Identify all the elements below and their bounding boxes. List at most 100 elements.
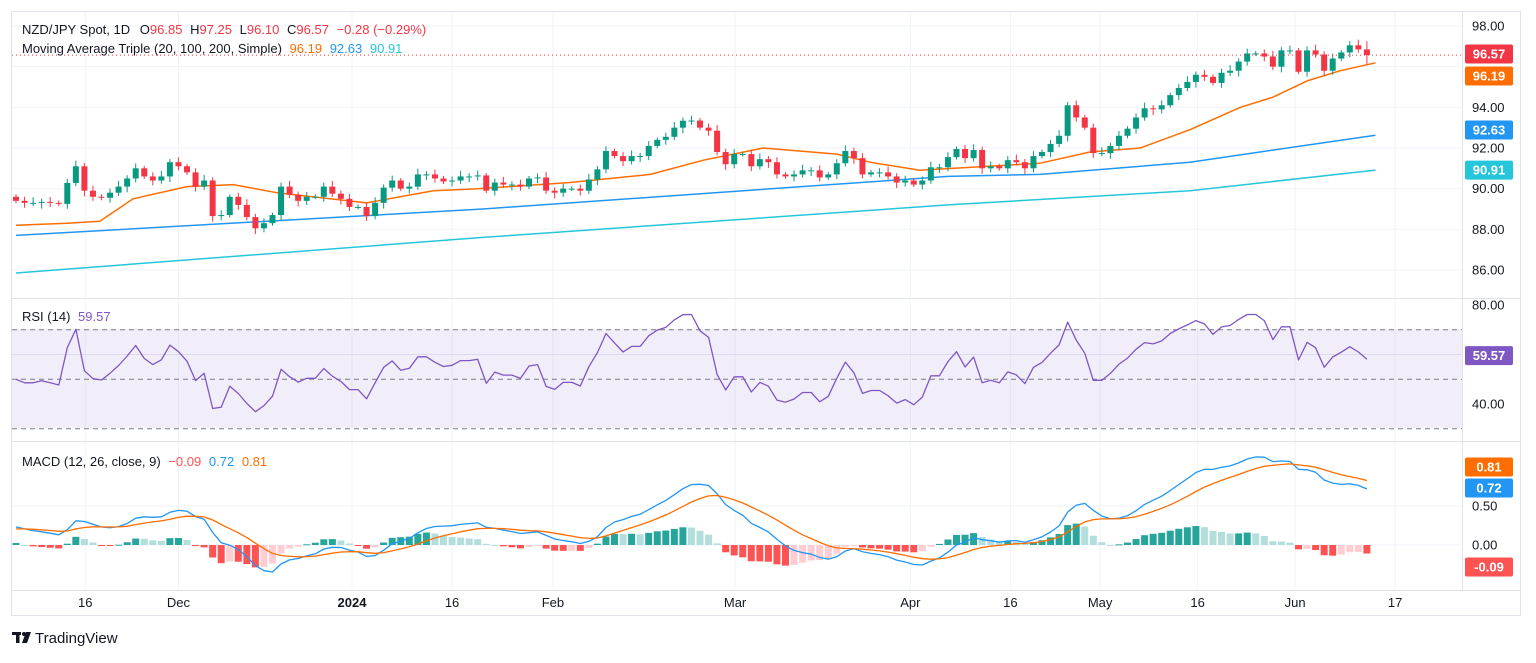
candle[interactable]: [243, 199, 250, 221]
price-axis[interactable]: 98.00 94.00 92.00 90.00 88.00 86.00 80.00 40.00…: [1472, 19, 1505, 553]
candle[interactable]: [714, 125, 721, 156]
candle[interactable]: [722, 148, 729, 170]
candle[interactable]: [842, 145, 849, 167]
candle[interactable]: [1004, 156, 1011, 174]
candle[interactable]: [1286, 45, 1293, 55]
candle[interactable]: [508, 181, 515, 191]
candle[interactable]: [397, 178, 404, 192]
candle[interactable]: [850, 147, 857, 164]
candle[interactable]: [372, 197, 379, 220]
candle[interactable]: [209, 177, 216, 222]
candle[interactable]: [337, 190, 344, 205]
candle[interactable]: [637, 152, 644, 162]
candle[interactable]: [833, 159, 840, 180]
candle[interactable]: [380, 184, 387, 209]
candle[interactable]: [987, 161, 994, 173]
candle[interactable]: [440, 176, 447, 184]
candle[interactable]: [560, 183, 567, 197]
candle[interactable]: [825, 171, 832, 180]
candle[interactable]: [1175, 83, 1182, 101]
tradingview-logo[interactable]: TradingView: [12, 630, 118, 647]
candle[interactable]: [1030, 151, 1037, 173]
candle[interactable]: [483, 172, 490, 194]
candle[interactable]: [107, 188, 114, 203]
candle[interactable]: [1013, 154, 1020, 166]
rsi-legend[interactable]: RSI (14) 59.57: [22, 309, 111, 324]
candle[interactable]: [739, 151, 746, 157]
candle[interactable]: [1329, 53, 1336, 75]
candle[interactable]: [269, 212, 276, 226]
candle[interactable]: [1210, 74, 1216, 86]
candle[interactable]: [13, 194, 19, 204]
candle[interactable]: [705, 123, 712, 136]
candle[interactable]: [979, 146, 986, 175]
ma-legend[interactable]: Moving Average Triple (20, 100, 200, Sim…: [22, 41, 402, 56]
candle[interactable]: [910, 178, 917, 188]
candle[interactable]: [184, 163, 190, 175]
candle[interactable]: [1167, 92, 1174, 108]
candle[interactable]: [1235, 58, 1242, 77]
candle[interactable]: [671, 121, 678, 141]
candle[interactable]: [1346, 41, 1353, 58]
candle[interactable]: [89, 185, 96, 201]
candle[interactable]: [1124, 126, 1131, 139]
candle[interactable]: [303, 191, 310, 205]
candle[interactable]: [346, 193, 353, 212]
candle[interactable]: [577, 184, 584, 196]
candle[interactable]: [808, 167, 815, 177]
candle[interactable]: [876, 168, 883, 178]
candle[interactable]: [226, 194, 233, 218]
candle[interactable]: [1133, 113, 1140, 134]
macd-legend[interactable]: MACD (12, 26, close, 9) −0.09 0.72 0.81: [22, 454, 267, 469]
candle[interactable]: [500, 176, 507, 188]
candle[interactable]: [585, 173, 592, 194]
candle[interactable]: [765, 155, 772, 168]
candle[interactable]: [260, 218, 267, 233]
candle[interactable]: [517, 179, 524, 191]
candle[interactable]: [816, 165, 823, 182]
candle[interactable]: [1158, 100, 1165, 114]
candle[interactable]: [1304, 46, 1311, 77]
candle[interactable]: [286, 180, 293, 198]
candle[interactable]: [526, 176, 532, 190]
candle[interactable]: [192, 168, 199, 192]
candle[interactable]: [235, 192, 242, 210]
candle[interactable]: [355, 204, 361, 210]
macd-pane[interactable]: [12, 456, 1371, 573]
candle[interactable]: [98, 194, 105, 201]
candle[interactable]: [278, 182, 285, 220]
candle[interactable]: [201, 174, 208, 190]
candle[interactable]: [996, 163, 1003, 171]
candle[interactable]: [791, 170, 798, 182]
candle[interactable]: [72, 160, 79, 187]
time-axis[interactable]: 16 Dec 2024 16 Feb Mar Apr 16 May 16 Jun 17: [78, 595, 1402, 610]
candle[interactable]: [1269, 50, 1276, 70]
candle[interactable]: [953, 146, 960, 160]
candle[interactable]: [654, 137, 661, 149]
candle[interactable]: [81, 163, 88, 197]
candle[interactable]: [30, 197, 37, 207]
candle[interactable]: [1021, 158, 1028, 175]
candle[interactable]: [1244, 48, 1251, 66]
candle[interactable]: [1047, 139, 1054, 157]
candle[interactable]: [628, 150, 635, 165]
candle[interactable]: [568, 186, 575, 192]
candle[interactable]: [773, 157, 780, 179]
candle[interactable]: [312, 194, 319, 200]
candle[interactable]: [1355, 39, 1362, 53]
candle[interactable]: [662, 132, 669, 145]
candle[interactable]: [414, 168, 421, 190]
candle[interactable]: [320, 182, 327, 202]
candle[interactable]: [431, 169, 438, 183]
candle[interactable]: [423, 171, 430, 181]
candle[interactable]: [1056, 130, 1063, 148]
candle[interactable]: [1141, 102, 1148, 121]
candle[interactable]: [551, 187, 558, 199]
candle[interactable]: [679, 117, 686, 134]
candle[interactable]: [1107, 142, 1114, 159]
candle[interactable]: [175, 157, 182, 171]
candle[interactable]: [474, 170, 481, 181]
candle[interactable]: [38, 198, 45, 209]
candle[interactable]: [141, 165, 148, 179]
candle[interactable]: [936, 164, 943, 173]
